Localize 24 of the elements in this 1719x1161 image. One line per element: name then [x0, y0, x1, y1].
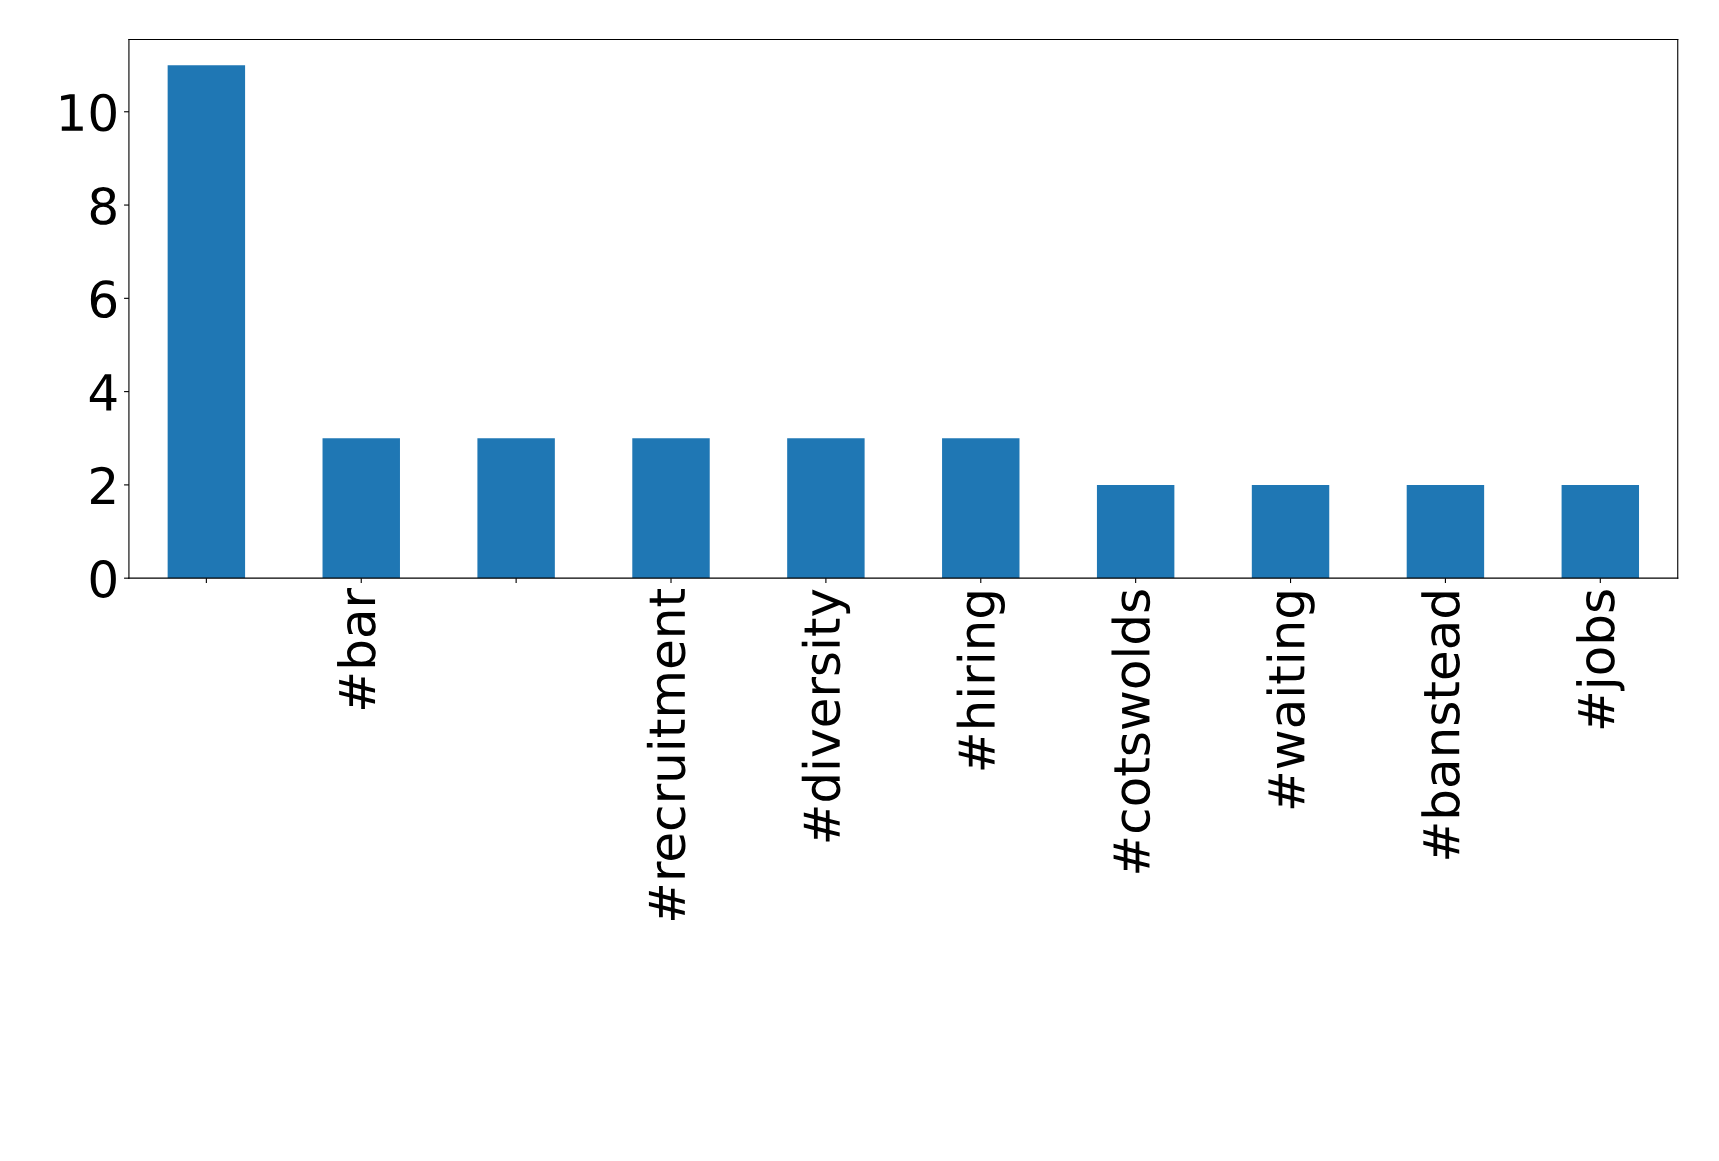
y-tick-label: 0 — [90, 560, 116, 598]
y-tick-label: 2 — [91, 466, 115, 504]
y-tick-label: 4 — [89, 374, 117, 411]
x-tick-label: #diversity — [801, 589, 851, 842]
bar — [787, 438, 865, 579]
x-tick-label: #hiring — [956, 592, 1005, 770]
x-tick-label: #jobs — [1576, 590, 1625, 729]
bar — [1406, 484, 1485, 579]
x-tick-label: #bar — [337, 587, 376, 709]
bar — [942, 438, 1020, 579]
bar — [167, 65, 246, 579]
bar — [632, 438, 710, 579]
bar — [1561, 484, 1640, 579]
bar — [477, 438, 555, 579]
x-tick-label: #banstead — [1421, 592, 1460, 859]
x-tick-label: #cotswolds — [1111, 590, 1151, 873]
bar — [1096, 484, 1175, 579]
x-tick-label: #waiting — [1266, 592, 1315, 809]
y-tick-label: 8 — [90, 186, 116, 225]
y-tick-label: 6 — [90, 280, 117, 319]
bar — [322, 438, 400, 579]
x-tick-label: #recruitment — [646, 589, 686, 921]
y-tick-label: 10 — [61, 93, 116, 132]
bar — [1251, 484, 1330, 579]
